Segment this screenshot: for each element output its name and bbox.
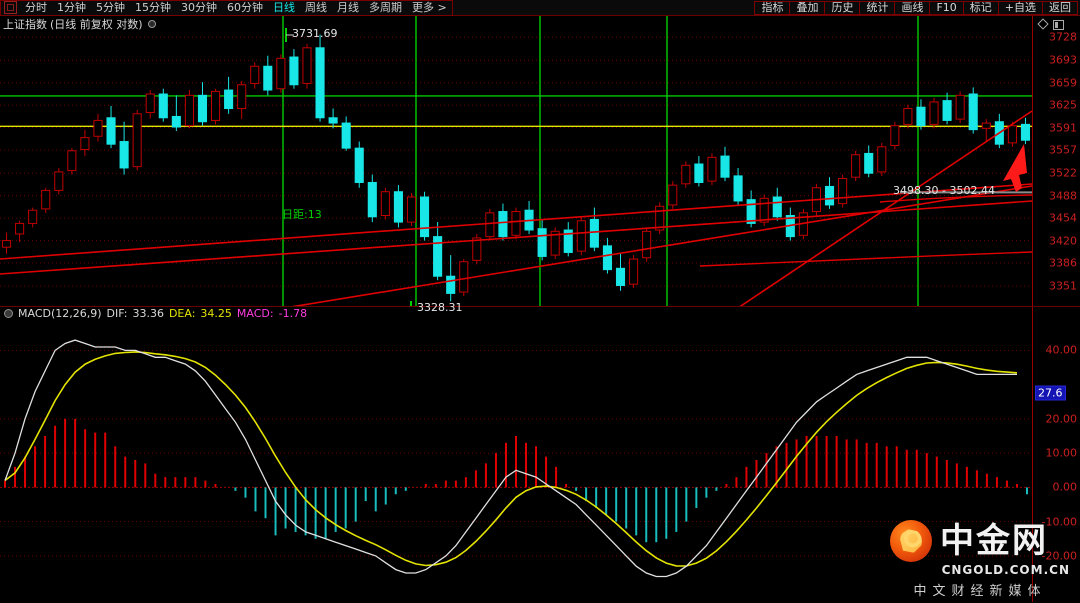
pane-corner-icons bbox=[1037, 18, 1064, 30]
macd-current-value-badge: 27.6 bbox=[1035, 385, 1066, 401]
price-axis-tick: 3454 bbox=[1049, 211, 1077, 225]
price-axis-tick: 3591 bbox=[1049, 121, 1077, 135]
button-back[interactable]: 返回 bbox=[1042, 1, 1078, 15]
tab-daily[interactable]: 日线 bbox=[273, 0, 295, 14]
timeframe-tab-group: 分时 1分钟 5分钟 15分钟 30分钟 60分钟 日线 周线 月线 多周期 更… bbox=[0, 0, 453, 16]
price-axis-tick: 3625 bbox=[1049, 98, 1077, 112]
button-drawline[interactable]: 画线 bbox=[894, 1, 929, 15]
macd-dea-label: DEA: bbox=[168, 307, 196, 320]
price-axis-tick: 3557 bbox=[1049, 143, 1077, 157]
price-range-label: 3498.30 - 3502.44 bbox=[893, 184, 995, 197]
button-mark[interactable]: 标记 bbox=[962, 1, 998, 15]
symbol-meta: (日线 前复权 对数) bbox=[50, 18, 143, 31]
macd-dif-label: DIF: bbox=[106, 307, 128, 320]
price-axis-tick: 3420 bbox=[1049, 234, 1077, 248]
price-axis-tick: 3522 bbox=[1049, 166, 1077, 180]
button-add-watchlist[interactable]: +自选 bbox=[997, 1, 1042, 15]
macd-header: MACD(12,26,9) DIF: 33.36 DEA: 34.25 MACD… bbox=[4, 307, 307, 320]
gear-icon[interactable] bbox=[147, 20, 156, 28]
high-price-label: 3731.69 bbox=[292, 27, 338, 40]
button-statistics[interactable]: 统计 bbox=[859, 1, 894, 15]
price-axis-tick: 3659 bbox=[1049, 76, 1077, 90]
button-f10[interactable]: F10 bbox=[929, 1, 962, 15]
top-toolbar: 分时 1分钟 5分钟 15分钟 30分钟 60分钟 日线 周线 月线 多周期 更… bbox=[0, 0, 1080, 16]
symbol-name: 上证指数 bbox=[3, 18, 47, 31]
panel-toggle-icon[interactable] bbox=[1053, 20, 1064, 30]
price-axis-tick: 3728 bbox=[1049, 30, 1077, 44]
toolbar-right-buttons: 指标 叠加 历史 统计 画线 F10 标记 +自选 返回 bbox=[754, 0, 1078, 16]
button-history[interactable]: 历史 bbox=[824, 1, 859, 15]
tab-5min[interactable]: 5分钟 bbox=[96, 0, 125, 14]
price-axis-tick: 3488 bbox=[1049, 189, 1077, 203]
gear-icon[interactable] bbox=[4, 309, 13, 318]
tab-more[interactable]: 更多 > bbox=[412, 0, 447, 14]
tab-1min[interactable]: 1分钟 bbox=[57, 0, 86, 14]
price-axis: 3728 3693 3659 3625 3591 3557 3522 3488 3454 3420… bbox=[1032, 16, 1080, 306]
price-chart-pane: 3728 3693 3659 3625 3591 3557 3522 3488 3454 3420… bbox=[0, 16, 1080, 314]
price-chart-canvas[interactable] bbox=[0, 16, 1080, 306]
macd-dif-value: 33.36 bbox=[132, 307, 164, 320]
macd-axis-tick: 0.00 bbox=[1052, 480, 1078, 494]
day-distance-label: 日距:13 bbox=[282, 208, 322, 221]
macd-axis-tick: -20.00 bbox=[1041, 549, 1077, 563]
macd-title: MACD(12,26,9) bbox=[18, 307, 102, 320]
macd-axis-tick: -10.00 bbox=[1041, 515, 1077, 529]
macd-axis-tick: 40.00 bbox=[1045, 343, 1078, 357]
low-price-label: 3328.31 bbox=[417, 301, 463, 314]
price-axis-tick: 3386 bbox=[1049, 256, 1077, 270]
macd-axis: 40.00 20.00 10.00 0.00 -10.00 -20.00 27.6 bbox=[1032, 307, 1080, 602]
button-indicators[interactable]: 指标 bbox=[754, 1, 789, 15]
macd-hist-value: -1.78 bbox=[278, 307, 308, 320]
price-axis-tick: 3693 bbox=[1049, 53, 1077, 67]
symbol-header: 上证指数 (日线 前复权 对数) bbox=[3, 17, 156, 31]
tab-multiperiod[interactable]: 多周期 bbox=[369, 0, 402, 14]
macd-chart-pane: MACD(12,26,9) DIF: 33.36 DEA: 34.25 MACD… bbox=[0, 306, 1080, 602]
tab-weekly[interactable]: 周线 bbox=[305, 0, 327, 14]
macd-axis-tick: 20.00 bbox=[1045, 412, 1078, 426]
button-overlay[interactable]: 叠加 bbox=[789, 1, 824, 15]
tab-15min[interactable]: 15分钟 bbox=[135, 0, 171, 14]
layout-grid-icon[interactable] bbox=[4, 1, 17, 14]
macd-chart-canvas[interactable] bbox=[0, 307, 1080, 603]
diamond-icon[interactable] bbox=[1037, 18, 1049, 30]
macd-dea-value: 34.25 bbox=[200, 307, 232, 320]
macd-hist-label: MACD: bbox=[236, 307, 274, 320]
macd-axis-tick: 10.00 bbox=[1045, 446, 1078, 460]
tab-monthly[interactable]: 月线 bbox=[337, 0, 359, 14]
price-axis-tick: 3351 bbox=[1049, 279, 1077, 293]
tab-fenshi[interactable]: 分时 bbox=[25, 0, 47, 14]
price-arrow-annotation bbox=[1003, 144, 1027, 192]
tab-30min[interactable]: 30分钟 bbox=[181, 0, 217, 14]
tab-60min[interactable]: 60分钟 bbox=[227, 0, 263, 14]
